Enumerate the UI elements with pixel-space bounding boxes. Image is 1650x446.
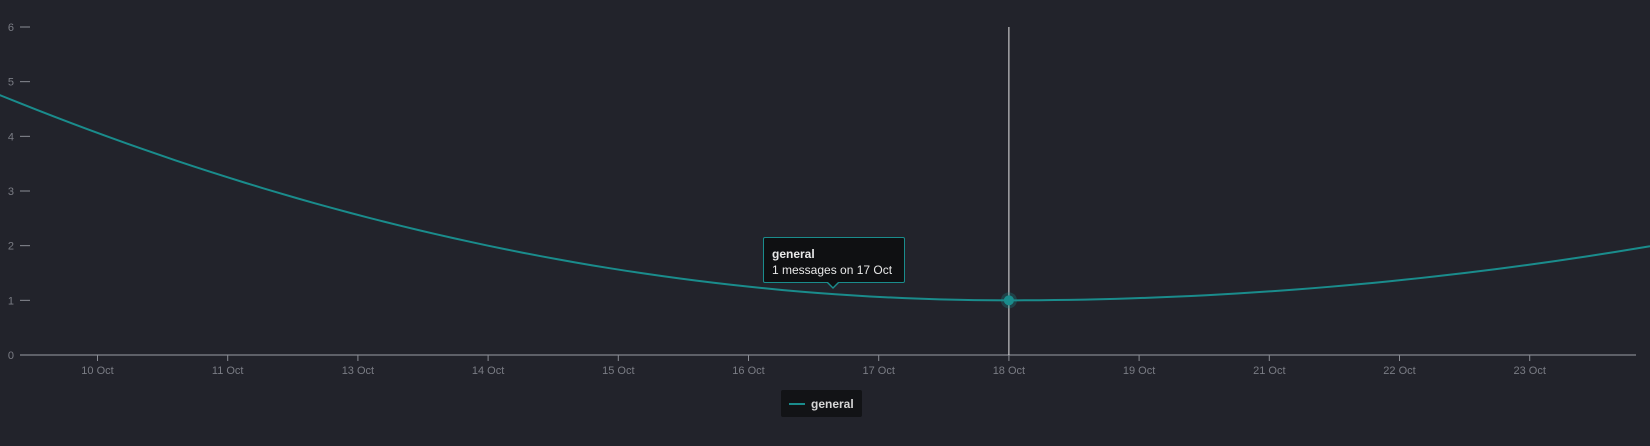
x-tick-label: 14 Oct <box>472 365 504 377</box>
tooltip: general 1 messages on 17 Oct <box>763 237 905 283</box>
y-tick-label: 0 <box>8 350 14 362</box>
legend-label: general <box>811 396 854 411</box>
x-tick-label: 22 Oct <box>1383 365 1415 377</box>
y-tick-label: 5 <box>8 77 14 89</box>
x-tick-label: 19 Oct <box>1123 365 1155 377</box>
tooltip-arrow-inner <box>828 282 838 287</box>
legend-item-general[interactable]: general <box>781 390 862 417</box>
y-tick-label: 4 <box>8 131 14 143</box>
x-tick-label: 23 Oct <box>1513 365 1545 377</box>
y-tick-label: 1 <box>8 295 14 307</box>
legend-swatch <box>789 402 805 405</box>
x-tick-label: 21 Oct <box>1253 365 1285 377</box>
x-tick-label: 15 Oct <box>602 365 634 377</box>
hover-layer <box>1000 27 1017 355</box>
data-point-marker[interactable] <box>1003 295 1014 306</box>
x-tick-label: 16 Oct <box>732 365 764 377</box>
x-tick-label: 18 Oct <box>993 365 1025 377</box>
x-tick-label: 17 Oct <box>862 365 894 377</box>
y-axis: 0 1 2 3 4 5 6 <box>8 22 30 362</box>
y-tick-label: 2 <box>8 241 14 253</box>
x-tick-label: 13 Oct <box>342 365 374 377</box>
x-tick-label: 10 Oct <box>81 365 113 377</box>
tooltip-text: 1 messages on 17 Oct <box>772 263 893 277</box>
y-tick-label: 6 <box>8 22 14 34</box>
tooltip-title: general <box>772 247 815 261</box>
x-tick-label: 11 Oct <box>212 365 244 377</box>
y-tick-label: 3 <box>8 186 14 198</box>
x-axis: 10 Oct 11 Oct 13 Oct 14 Oct 15 Oct 16 Oct 17 O… <box>20 354 1636 377</box>
